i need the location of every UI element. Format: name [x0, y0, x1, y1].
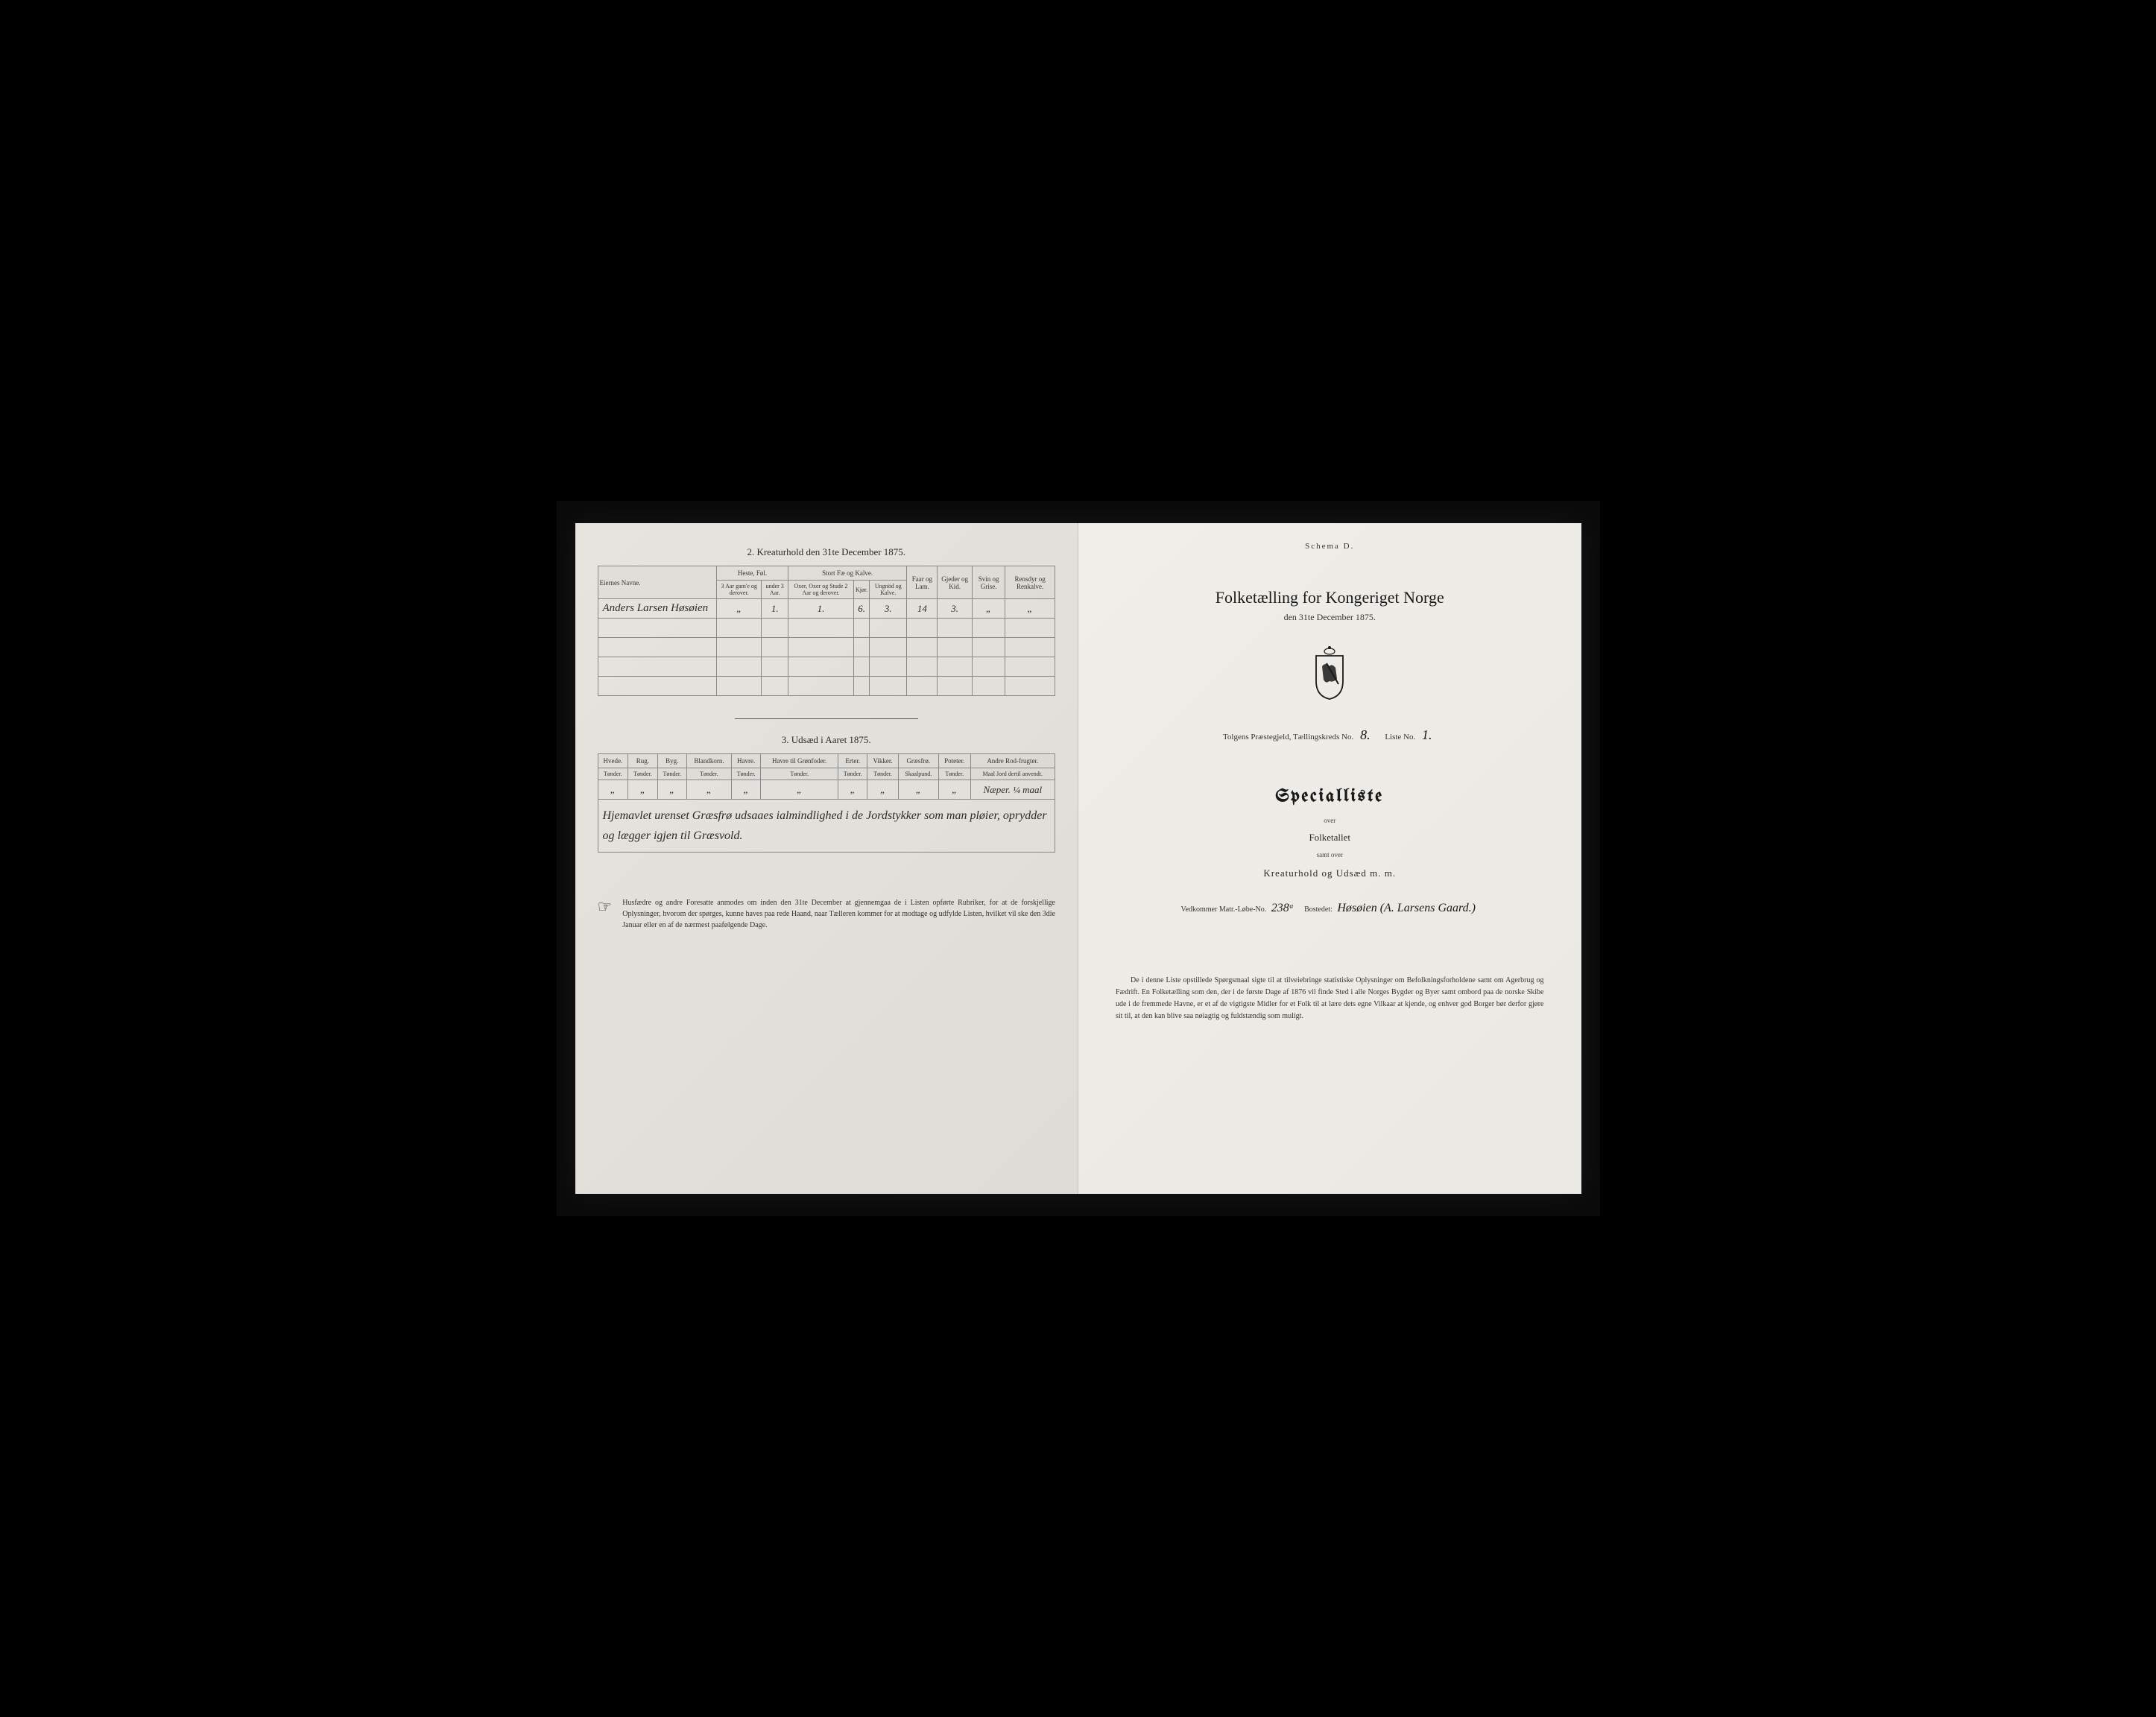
- unit-tonder: Tønder.: [867, 768, 898, 780]
- cell-poteter: „: [938, 780, 970, 800]
- table-row: „ „ „ „ „ „ „ „ „ „ Næper. ¼ maal: [598, 780, 1055, 800]
- bostedet-label: Bostedet:: [1304, 905, 1333, 914]
- cell-havre: „: [731, 780, 760, 800]
- cell-vikker: „: [867, 780, 898, 800]
- liste-label: Liste No.: [1385, 733, 1415, 741]
- col-blandkorn: Blandkorn.: [686, 754, 731, 768]
- col-havre: Havre.: [731, 754, 760, 768]
- schema-label: Schema D.: [1101, 542, 1559, 551]
- table-units-row: Tønder. Tønder. Tønder. Tønder. Tønder. …: [598, 768, 1055, 780]
- samt-over-label: samt over: [1101, 851, 1559, 858]
- table-row-empty: [598, 677, 1055, 696]
- unit-maal: Maal Jord dertil anvendt.: [970, 768, 1055, 780]
- section2-title: 2. Kreaturhold den 31te December 1875.: [598, 546, 1056, 558]
- cell-gjeder: 3.: [938, 599, 973, 619]
- scan-frame: 2. Kreaturhold den 31te December 1875. E…: [557, 501, 1600, 1216]
- udsaed-table: Hvede. Rug. Byg. Blandkorn. Havre. Havre…: [598, 753, 1056, 800]
- unit-tonder: Tønder.: [938, 768, 970, 780]
- table-row: Anders Larsen Høsøien „ 1. 1. 6. 3. 14 3…: [598, 599, 1055, 619]
- unit-tonder: Tønder.: [598, 768, 628, 780]
- col-vikker: Vikker.: [867, 754, 898, 768]
- main-title: Folketælling for Kongeriget Norge: [1101, 588, 1559, 607]
- cell-svin: „: [972, 599, 1005, 619]
- cell-ungnod: 3.: [870, 599, 907, 619]
- col-svin: Svin og Grise.: [972, 566, 1005, 599]
- left-page: 2. Kreaturhold den 31te December 1875. E…: [575, 523, 1079, 1194]
- vedkommer-prefix: Vedkommer Matr.-Løbe-No.: [1181, 905, 1267, 914]
- table-group-header-row: Eiernes Navne. Heste, Føl. Stort Fæ og K…: [598, 566, 1055, 581]
- pointing-hand-icon: ☞: [598, 897, 613, 917]
- col-rensdyr: Rensdyr og Renkalve.: [1005, 566, 1055, 599]
- col-havre-gron: Havre til Grønfoder.: [761, 754, 838, 768]
- unit-tonder: Tønder.: [761, 768, 838, 780]
- kreaturhold-table: Eiernes Navne. Heste, Føl. Stort Fæ og K…: [598, 566, 1056, 696]
- cell-erter: „: [838, 780, 867, 800]
- special-title: Specialliste: [1101, 788, 1559, 806]
- vedkommer-line: Vedkommer Matr.-Løbe-No. 238ᵃ Bostedet: …: [1101, 902, 1559, 915]
- cell-hvede: „: [598, 780, 628, 800]
- col-ungnod: Ungnöd og Kalve.: [870, 581, 907, 599]
- cell-andre: Næper. ¼ maal: [970, 780, 1055, 800]
- cell-havre-gron: „: [761, 780, 838, 800]
- cell-rug: „: [628, 780, 657, 800]
- cell-rensdyr: „: [1005, 599, 1055, 619]
- bottom-paragraph: De i denne Liste opstillede Spørgsmaal s…: [1101, 975, 1559, 1022]
- col-heste: Heste, Føl.: [717, 566, 788, 581]
- table-row-empty: [598, 619, 1055, 638]
- handwritten-note: Hjemavlet urenset Græsfrø udsaaes ialmin…: [598, 800, 1056, 853]
- unit-tonder: Tønder.: [628, 768, 657, 780]
- col-erter: Erter.: [838, 754, 867, 768]
- cell-heste-3aar: „: [717, 599, 762, 619]
- footer-text: Husfædre og andre Foresatte anmodes om i…: [622, 897, 1055, 931]
- cell-owner-name: Anders Larsen Høsøien: [598, 599, 717, 619]
- section3-title: 3. Udsæd i Aaret 1875.: [598, 734, 1056, 746]
- footer-note: ☞ Husfædre og andre Foresatte anmodes om…: [598, 897, 1056, 931]
- unit-tonder: Tønder.: [731, 768, 760, 780]
- unit-tonder: Tønder.: [838, 768, 867, 780]
- col-oxer: Oxer, Oxer og Stude 2 Aar og derover.: [788, 581, 853, 599]
- right-page: Schema D. Folketælling for Kongeriget No…: [1078, 523, 1581, 1194]
- unit-skaalpund: Skaalpund.: [898, 768, 938, 780]
- kreatur-line: Kreaturhold og Udsæd m. m.: [1101, 867, 1559, 879]
- cell-faar: 14: [907, 599, 938, 619]
- col-heste-3aar: 3 Aar gam'e og derover.: [717, 581, 762, 599]
- district-line: Tolgens Præstegjeld, Tællingskreds No. 8…: [1101, 727, 1559, 743]
- district-prefix: Tolgens Præstegjeld, Tællingskreds No.: [1223, 733, 1353, 741]
- district-number: 8.: [1356, 727, 1375, 742]
- divider: [735, 718, 918, 719]
- cell-blandkorn: „: [686, 780, 731, 800]
- col-kjor: Kjør.: [853, 581, 869, 599]
- document-spread: 2. Kreaturhold den 31te December 1875. E…: [575, 523, 1581, 1194]
- liste-number: 1.: [1417, 727, 1437, 742]
- cell-byg: „: [657, 780, 686, 800]
- col-rug: Rug.: [628, 754, 657, 768]
- unit-tonder: Tønder.: [657, 768, 686, 780]
- unit-tonder: Tønder.: [686, 768, 731, 780]
- col-eiernes-navne: Eiernes Navne.: [598, 566, 717, 599]
- col-gjeder: Gjeder og Kid.: [938, 566, 973, 599]
- col-stort: Stort Fæ og Kalve.: [788, 566, 906, 581]
- cell-graesfro: „: [898, 780, 938, 800]
- col-heste-u3: under 3 Aar.: [762, 581, 788, 599]
- over-label: over: [1101, 817, 1559, 824]
- table-row-empty: [598, 657, 1055, 677]
- coat-of-arms-icon: [1101, 645, 1559, 705]
- col-poteter: Poteter.: [938, 754, 970, 768]
- cell-kjor: 6.: [853, 599, 869, 619]
- folketallet-label: Folketallet: [1101, 832, 1559, 844]
- sub-date: den 31te December 1875.: [1101, 612, 1559, 623]
- cell-oxer: 1.: [788, 599, 853, 619]
- col-andre: Andre Rod-frugter.: [970, 754, 1055, 768]
- cell-heste-u3: 1.: [762, 599, 788, 619]
- matr-number: 238ᵃ: [1268, 902, 1297, 914]
- col-byg: Byg.: [657, 754, 686, 768]
- col-graesfro: Græsfrø.: [898, 754, 938, 768]
- bostedet-value: Høsøien (A. Larsens Gaard.): [1334, 902, 1479, 914]
- table-row-empty: [598, 638, 1055, 657]
- col-faar: Faar og Lam.: [907, 566, 938, 599]
- col-hvede: Hvede.: [598, 754, 628, 768]
- table-header-row: Hvede. Rug. Byg. Blandkorn. Havre. Havre…: [598, 754, 1055, 768]
